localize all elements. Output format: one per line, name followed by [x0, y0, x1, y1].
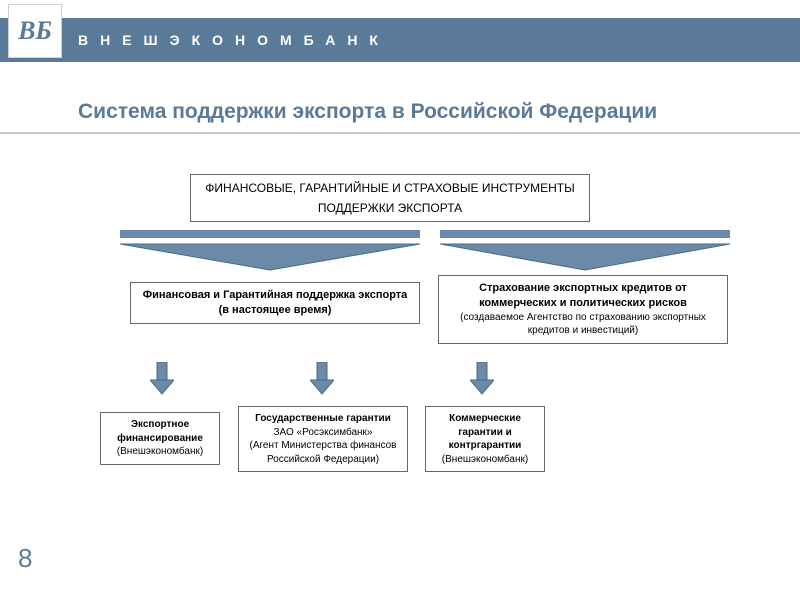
logo-box: ВБ [8, 4, 62, 58]
bottom-box-2: Государственные гарантии ЗАО «Росэксимба… [238, 406, 408, 472]
bottom-box-2-mid: ЗАО «Росэксимбанк» [245, 426, 401, 440]
bottom-box-1-title: Экспортное финансирование [107, 418, 213, 445]
header-bar: ВНЕШЭКОНОМБАНК [0, 18, 800, 62]
bottom-box-3: Коммерческие гарантии и контргарантии (В… [425, 406, 545, 472]
level2-right-line2: (создаваемое Агентство по страхованию эк… [445, 311, 721, 338]
bank-name: ВНЕШЭКОНОМБАНК [78, 32, 390, 48]
big-arrow-right [440, 224, 730, 274]
bottom-box-2-sub: (Агент Министерства финансов Российской … [245, 439, 401, 466]
level2-left-line2: (в настоящее время) [137, 303, 413, 318]
bottom-box-1: Экспортное финансирование (Внешэкономбан… [100, 412, 220, 465]
level2-left-box: Финансовая и Гарантийная поддержка экспо… [130, 282, 420, 324]
top-box-line1: ФИНАНСОВЫЕ, ГАРАНТИЙНЫЕ И СТРАХОВЫЕ ИНСТ… [197, 180, 583, 196]
level2-right-line1: Страхование экспортных кредитов от комме… [445, 281, 721, 311]
page-title: Система поддержки экспорта в Российской … [78, 100, 657, 124]
title-underline [0, 132, 800, 134]
small-arrow-2 [310, 362, 334, 396]
logo-icon: ВБ [18, 16, 52, 46]
bottom-box-3-sub: (Внешэкономбанк) [432, 453, 538, 467]
top-box-line2: ПОДДЕРЖКИ ЭКСПОРТА [197, 200, 583, 216]
level2-left-line1: Финансовая и Гарантийная поддержка экспо… [137, 288, 413, 303]
bottom-box-3-title: Коммерческие гарантии и контргарантии [432, 412, 538, 453]
diagram: ФИНАНСОВЫЕ, ГАРАНТИЙНЫЕ И СТРАХОВЫЕ ИНСТ… [0, 172, 800, 562]
bottom-box-2-title: Государственные гарантии [245, 412, 401, 426]
small-arrow-3 [470, 362, 494, 396]
bottom-box-1-sub: (Внешэкономбанк) [107, 445, 213, 459]
top-box: ФИНАНСОВЫЕ, ГАРАНТИЙНЫЕ И СТРАХОВЫЕ ИНСТ… [190, 174, 590, 222]
level2-right-box: Страхование экспортных кредитов от комме… [438, 275, 728, 344]
big-arrow-left [120, 224, 420, 274]
small-arrow-1 [150, 362, 174, 396]
